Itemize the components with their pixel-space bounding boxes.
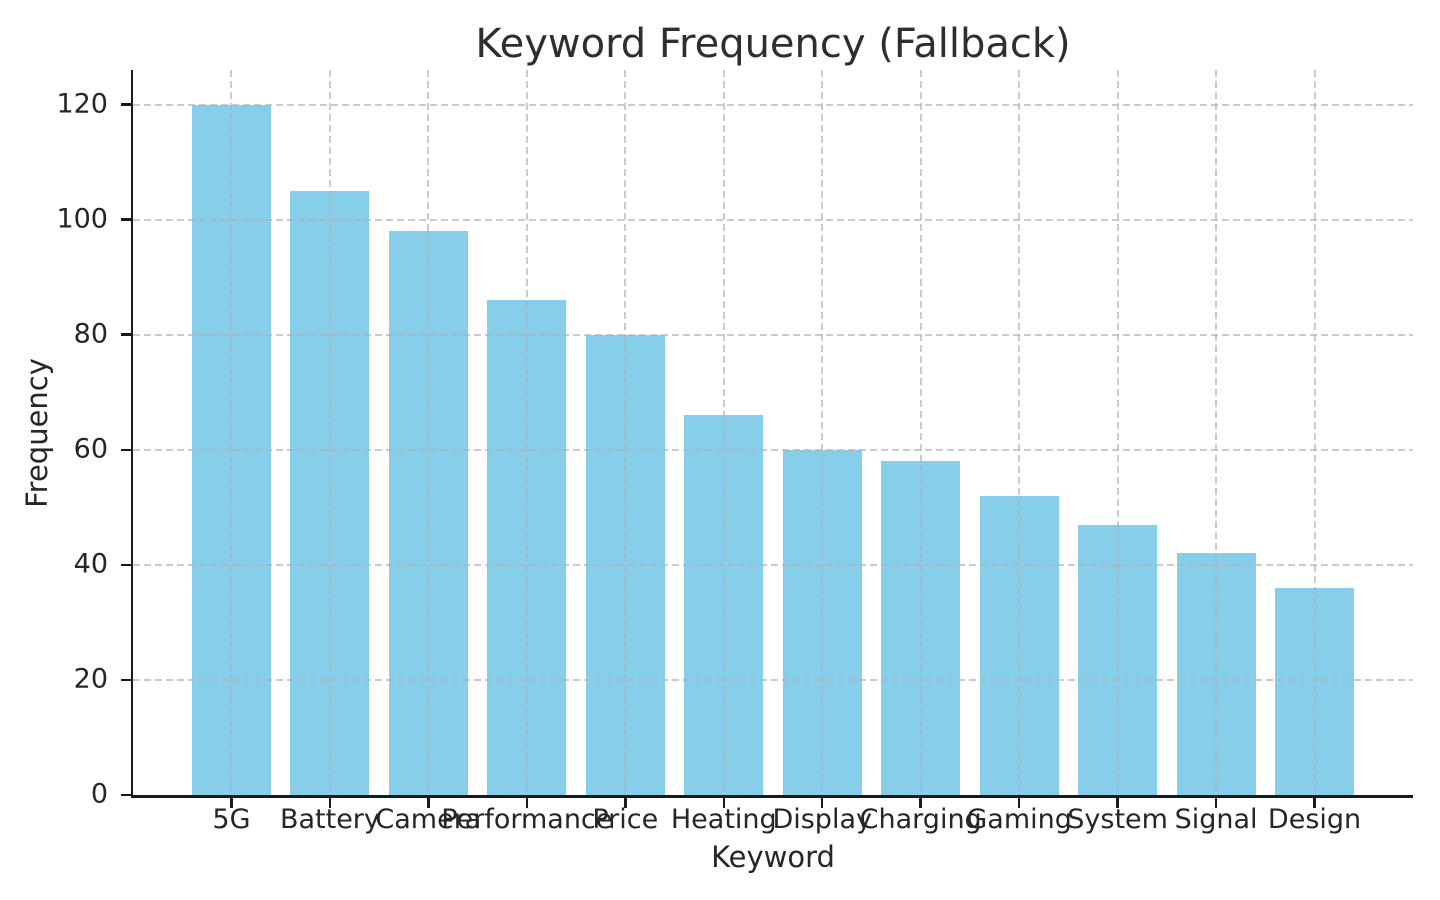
y-tick-label: 40 bbox=[73, 548, 108, 580]
x-tick-mark bbox=[624, 797, 627, 808]
vertical-gridline bbox=[624, 70, 627, 795]
vertical-gridline bbox=[427, 70, 430, 795]
x-tick-mark bbox=[328, 797, 332, 808]
vertical-gridline bbox=[1116, 70, 1119, 795]
y-tick-mark bbox=[120, 218, 131, 221]
x-tick-mark bbox=[1116, 797, 1119, 808]
x-tick-mark bbox=[427, 797, 430, 808]
x-tick-label: 5G bbox=[212, 804, 251, 835]
y-tick-label: 60 bbox=[73, 433, 108, 465]
y-tick-mark bbox=[120, 793, 131, 797]
x-tick-mark bbox=[525, 797, 529, 808]
chart-title: Keyword Frequency (Fallback) bbox=[475, 21, 1071, 67]
y-tick-mark bbox=[120, 678, 131, 682]
x-tick-mark bbox=[1313, 797, 1316, 808]
horizontal-gridline bbox=[133, 218, 1413, 221]
vertical-gridline bbox=[328, 70, 331, 795]
x-tick-mark bbox=[820, 797, 824, 808]
x-axis-label: Keyword bbox=[711, 840, 835, 874]
x-tick-label: Charging bbox=[859, 804, 982, 835]
vertical-gridline bbox=[230, 70, 233, 795]
x-tick-mark bbox=[1017, 797, 1021, 808]
x-tick-mark bbox=[722, 797, 726, 808]
horizontal-gridline bbox=[133, 103, 1413, 106]
y-tick-mark bbox=[120, 103, 131, 106]
y-tick-label: 100 bbox=[56, 203, 108, 235]
x-tick-mark bbox=[230, 797, 233, 808]
vertical-gridline bbox=[821, 70, 824, 795]
y-tick-label: 0 bbox=[90, 778, 108, 810]
x-tick-label: Display bbox=[772, 804, 872, 835]
horizontal-gridline bbox=[133, 448, 1413, 451]
y-tick-label: 120 bbox=[56, 87, 108, 119]
x-tick-label: Signal bbox=[1174, 804, 1258, 835]
x-tick-label: Camera bbox=[375, 804, 482, 835]
x-tick-label: Design bbox=[1267, 804, 1362, 835]
horizontal-gridline bbox=[133, 333, 1413, 336]
plot-area: 5G Battery Camera Performance Price Heating Di… bbox=[56, 70, 1413, 835]
y-axis-spine bbox=[130, 70, 133, 798]
y-tick-mark bbox=[120, 448, 131, 451]
y-tick-mark bbox=[120, 333, 131, 336]
x-tick-mark bbox=[1214, 797, 1218, 808]
vertical-gridline bbox=[1018, 70, 1021, 795]
x-tick-label: Performance bbox=[441, 804, 613, 835]
y-tick-label: 20 bbox=[73, 663, 108, 695]
x-tick-mark bbox=[919, 797, 922, 808]
horizontal-gridline bbox=[133, 678, 1413, 681]
y-axis-label: Frequency bbox=[20, 358, 54, 508]
x-tick-label: Price bbox=[592, 804, 659, 835]
x-tick-label: Heating bbox=[670, 804, 777, 835]
horizontal-gridline bbox=[133, 563, 1413, 566]
x-tick-label: Battery bbox=[279, 804, 380, 835]
x-tick-label: System bbox=[1067, 804, 1168, 835]
y-tick-mark bbox=[120, 563, 131, 567]
y-tick-label: 80 bbox=[73, 318, 108, 350]
vertical-gridline bbox=[722, 70, 725, 795]
x-tick-label: Gaming bbox=[966, 804, 1072, 835]
vertical-gridline bbox=[525, 70, 528, 795]
x-axis-spine bbox=[130, 795, 1413, 798]
vertical-gridline bbox=[1215, 70, 1218, 795]
vertical-gridline bbox=[919, 70, 922, 795]
vertical-gridline bbox=[1313, 70, 1316, 795]
